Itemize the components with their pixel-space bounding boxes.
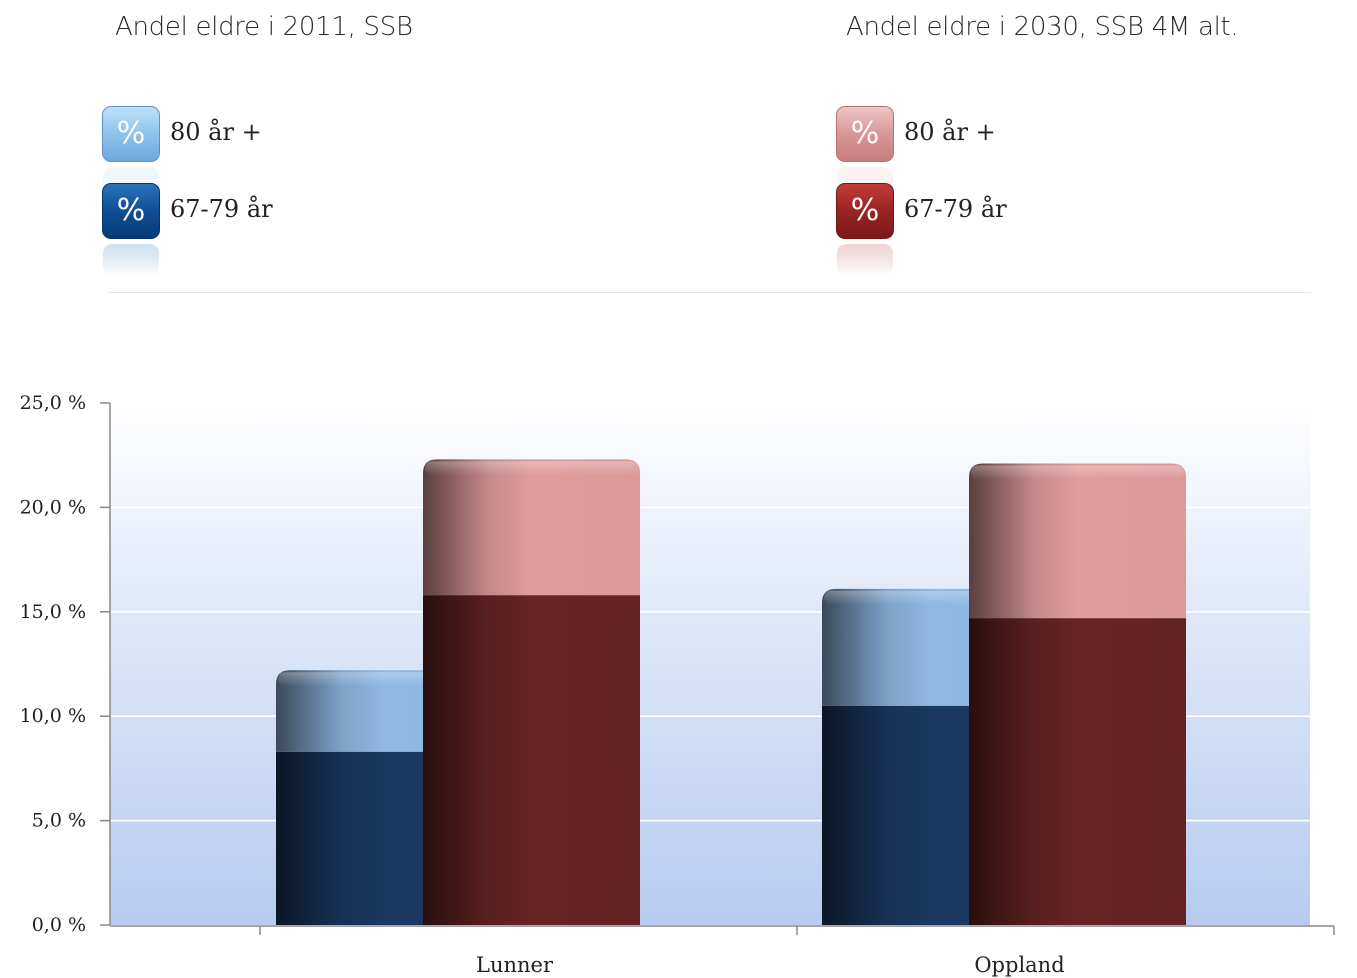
y-tick-label: 5,0 % <box>32 810 86 832</box>
bar-2030-80-r-oppland <box>969 463 1186 619</box>
percent-icon: % <box>836 183 894 239</box>
legend-label: 67-79 år <box>170 195 273 223</box>
bar-cap-highlight <box>971 465 1184 480</box>
percent-icon: % <box>836 106 894 162</box>
legend-divider <box>107 292 1311 293</box>
y-tick-label: 15,0 % <box>20 601 86 623</box>
percent-icon: % <box>102 183 160 239</box>
y-tick-label: 0,0 % <box>32 914 86 936</box>
y-tick-label: 25,0 % <box>20 392 86 414</box>
category-label: Lunner <box>476 953 554 977</box>
bar-cap-highlight <box>425 461 638 476</box>
category-label: Oppland <box>974 953 1064 977</box>
bar-2030-67-79-r-lunner <box>423 595 640 925</box>
legend-label: 67-79 år <box>904 195 1007 223</box>
legend-label: 80 år + <box>904 118 996 146</box>
legend-title-2011: Andel eldre i 2011, SSB <box>115 12 413 42</box>
y-tick-label: 20,0 % <box>20 496 86 518</box>
percent-icon: % <box>102 106 160 162</box>
y-tick-label: 10,0 % <box>20 705 86 727</box>
legend-label: 80 år + <box>170 118 262 146</box>
bar-2030-67-79-r-oppland <box>969 618 1186 925</box>
legend-title-2030: Andel eldre i 2030, SSB 4M alt. <box>846 12 1239 42</box>
bar-2030-80-r-lunner <box>423 459 640 596</box>
